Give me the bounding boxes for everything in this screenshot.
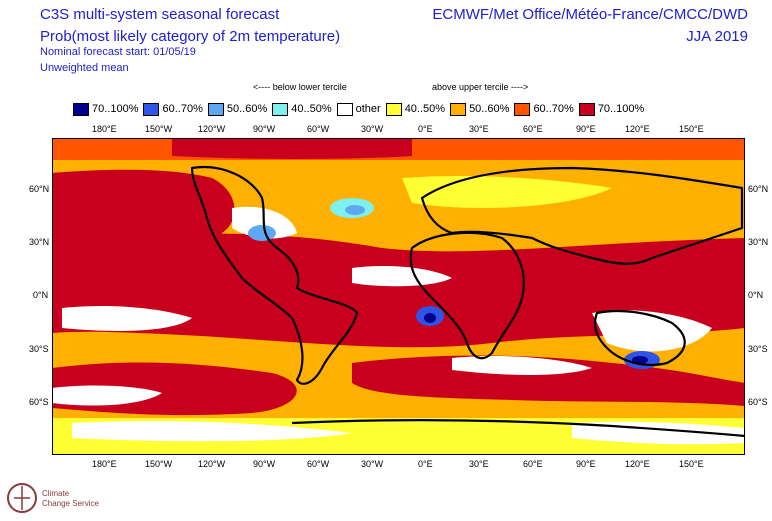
mean-type: Unweighted mean: [40, 62, 129, 74]
legend-swatch: [207, 102, 224, 116]
legend-item-above-50-60: 50..60%: [450, 102, 510, 116]
lon-label-top: 0°E: [418, 124, 433, 134]
logo-line2: Change Service: [42, 499, 99, 508]
legend-label: other: [355, 103, 381, 115]
lon-label-top: 120°E: [625, 124, 650, 134]
lon-label-bottom: 150°W: [145, 459, 173, 469]
legend-item-above-70-100: 70..100%: [578, 102, 645, 116]
legend-item-other: other: [336, 102, 381, 116]
legend-swatch: [450, 102, 467, 116]
legend-item-above-60-70: 60..70%: [514, 102, 574, 116]
legend-swatch: [272, 102, 289, 116]
legend-swatch: [514, 102, 531, 116]
legend-swatch: [73, 102, 89, 116]
lat-label-left: 60°N: [29, 184, 50, 194]
lon-label-bottom: 180°E: [92, 459, 117, 469]
copernicus-logo-icon: [7, 483, 37, 513]
forecast-map: [52, 138, 745, 455]
lon-label-bottom: 90°W: [253, 459, 276, 469]
legend-label: 50..60%: [226, 103, 268, 115]
legend-label: 70..100%: [92, 103, 139, 115]
lat-label-left: 60°S: [29, 397, 49, 407]
lon-label-bottom: 90°E: [576, 459, 596, 469]
forecast-start: Nominal forecast start: 01/05/19: [40, 46, 196, 58]
legend-label: 40..50%: [291, 103, 332, 115]
lat-label-left: 30°S: [29, 344, 49, 354]
legend-label: 70..100%: [597, 103, 645, 115]
legend-label: 50..60%: [469, 103, 510, 115]
lon-label-top: 30°W: [361, 124, 384, 134]
lat-label-right: 0°N: [748, 290, 764, 300]
legend-item-below-70-100: 70..100%: [73, 102, 139, 116]
lon-label-bottom: 0°E: [418, 459, 433, 469]
lon-label-bottom: 30°W: [361, 459, 384, 469]
legend-swatch: [578, 102, 595, 116]
lon-label-bottom: 60°W: [307, 459, 330, 469]
centres-title: ECMWF/Met Office/Météo-France/CMCC/DWD: [432, 6, 748, 23]
lat-label-left: 0°N: [33, 290, 49, 300]
lon-label-top: 180°E: [92, 124, 117, 134]
lon-label-top: 60°W: [307, 124, 330, 134]
lat-label-right: 60°S: [748, 397, 768, 407]
lat-label-left: 30°N: [29, 237, 50, 247]
lon-label-top: 120°W: [198, 124, 226, 134]
lat-label-right: 60°N: [748, 184, 769, 194]
legend-swatch: [336, 102, 353, 116]
lon-label-top: 150°E: [679, 124, 704, 134]
legend-swatch: [385, 102, 402, 116]
lat-label-right: 30°S: [748, 344, 768, 354]
season-title: JJA 2019: [686, 28, 748, 45]
legend-label: 60..70%: [162, 103, 203, 115]
color-legend: 70..100% 60..70% 50..60% 40..50% other 4…: [73, 100, 649, 118]
lon-label-bottom: 30°E: [469, 459, 489, 469]
lon-label-bottom: 120°W: [198, 459, 226, 469]
lon-label-top: 30°E: [469, 124, 489, 134]
title-line2: Prob(most likely category of 2m temperat…: [40, 28, 341, 45]
legend-label: 40..50%: [404, 103, 446, 115]
legend-swatch: [143, 102, 160, 116]
legend-item-above-40-50: 40..50%: [385, 102, 446, 116]
lon-label-bottom: 120°E: [625, 459, 650, 469]
lon-label-bottom: 150°E: [679, 459, 704, 469]
legend-item-below-60-70: 60..70%: [143, 102, 203, 116]
lon-label-top: 90°W: [253, 124, 276, 134]
legend-label: 60..70%: [533, 103, 574, 115]
lon-label-top: 60°E: [523, 124, 543, 134]
legend-item-below-50-60: 50..60%: [207, 102, 268, 116]
legend-item-below-40-50: 40..50%: [272, 102, 332, 116]
lon-label-top: 150°W: [145, 124, 173, 134]
lat-label-right: 30°N: [748, 237, 769, 247]
logo-line1: Climate: [42, 489, 70, 498]
title-line1: C3S multi-system seasonal forecast: [40, 6, 280, 23]
below-tercile-label: <---- below lower tercile: [253, 82, 347, 92]
lon-label-top: 90°E: [576, 124, 596, 134]
logo-text: Climate Change Service: [42, 489, 99, 509]
lon-label-bottom: 60°E: [523, 459, 543, 469]
above-tercile-label: above upper tercile ---->: [432, 82, 529, 92]
